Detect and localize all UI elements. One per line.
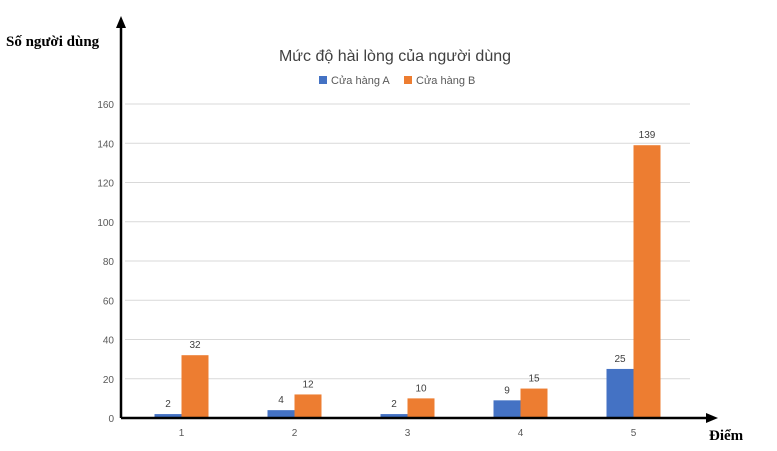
bar-b: [407, 398, 435, 418]
chart-title: Mức độ hài lòng của người dùng: [279, 48, 511, 65]
data-label-b: 12: [302, 379, 314, 390]
y-tick-label: 40: [103, 336, 115, 347]
legend: Cửa hàng A Cửa hàng B: [319, 75, 475, 87]
data-label-a: 9: [504, 385, 510, 396]
legend-swatch-a: [319, 76, 327, 84]
legend-swatch-b: [404, 76, 412, 84]
x-tick-label: 5: [631, 428, 637, 439]
bar-a: [267, 410, 295, 418]
bar-b: [633, 145, 661, 418]
data-label-a: 4: [278, 395, 284, 406]
y-tick-label: 20: [103, 375, 115, 386]
y-tick-label: 160: [97, 100, 114, 111]
data-label-b: 10: [415, 383, 427, 394]
bar-b: [520, 388, 548, 418]
x-tick-label: 4: [518, 428, 524, 439]
data-label-a: 2: [165, 399, 171, 410]
data-labels: 2 32 4 12 2 10 9 15 25 139: [165, 130, 656, 410]
y-tick-label: 80: [103, 257, 115, 268]
data-label-a: 25: [614, 354, 626, 365]
y-tick-label: 100: [97, 218, 114, 229]
bar-b: [181, 355, 209, 418]
x-tick-label: 2: [292, 428, 298, 439]
legend-label-b: Cửa hàng B: [416, 75, 475, 87]
x-axis-label: Điểm: [709, 428, 744, 444]
x-tick-labels: 1 2 3 4 5: [179, 428, 637, 439]
x-tick-label: 1: [179, 428, 185, 439]
gridlines: [125, 103, 690, 380]
data-label-b: 15: [528, 374, 540, 385]
x-tick-label: 3: [405, 428, 411, 439]
bars: [154, 145, 661, 418]
bar-a: [606, 368, 634, 418]
bar-a: [154, 414, 182, 418]
y-axis-arrow: [116, 16, 126, 28]
legend-label-a: Cửa hàng A: [331, 75, 390, 87]
data-label-b: 32: [189, 340, 201, 351]
y-tick-label: 0: [108, 414, 114, 425]
bar-b: [294, 394, 322, 418]
y-axis-label: Số người dùng: [6, 34, 100, 50]
y-tick-label: 140: [97, 139, 114, 150]
y-tick-label: 120: [97, 179, 114, 190]
y-tick-labels: 0 20 40 60 80 100 120 140 160: [97, 100, 114, 425]
data-label-b: 139: [639, 130, 656, 141]
y-tick-label: 60: [103, 296, 115, 307]
bar-a: [493, 400, 521, 418]
bar-a: [380, 414, 408, 418]
x-axis-arrow: [706, 413, 718, 423]
data-label-a: 2: [391, 399, 397, 410]
